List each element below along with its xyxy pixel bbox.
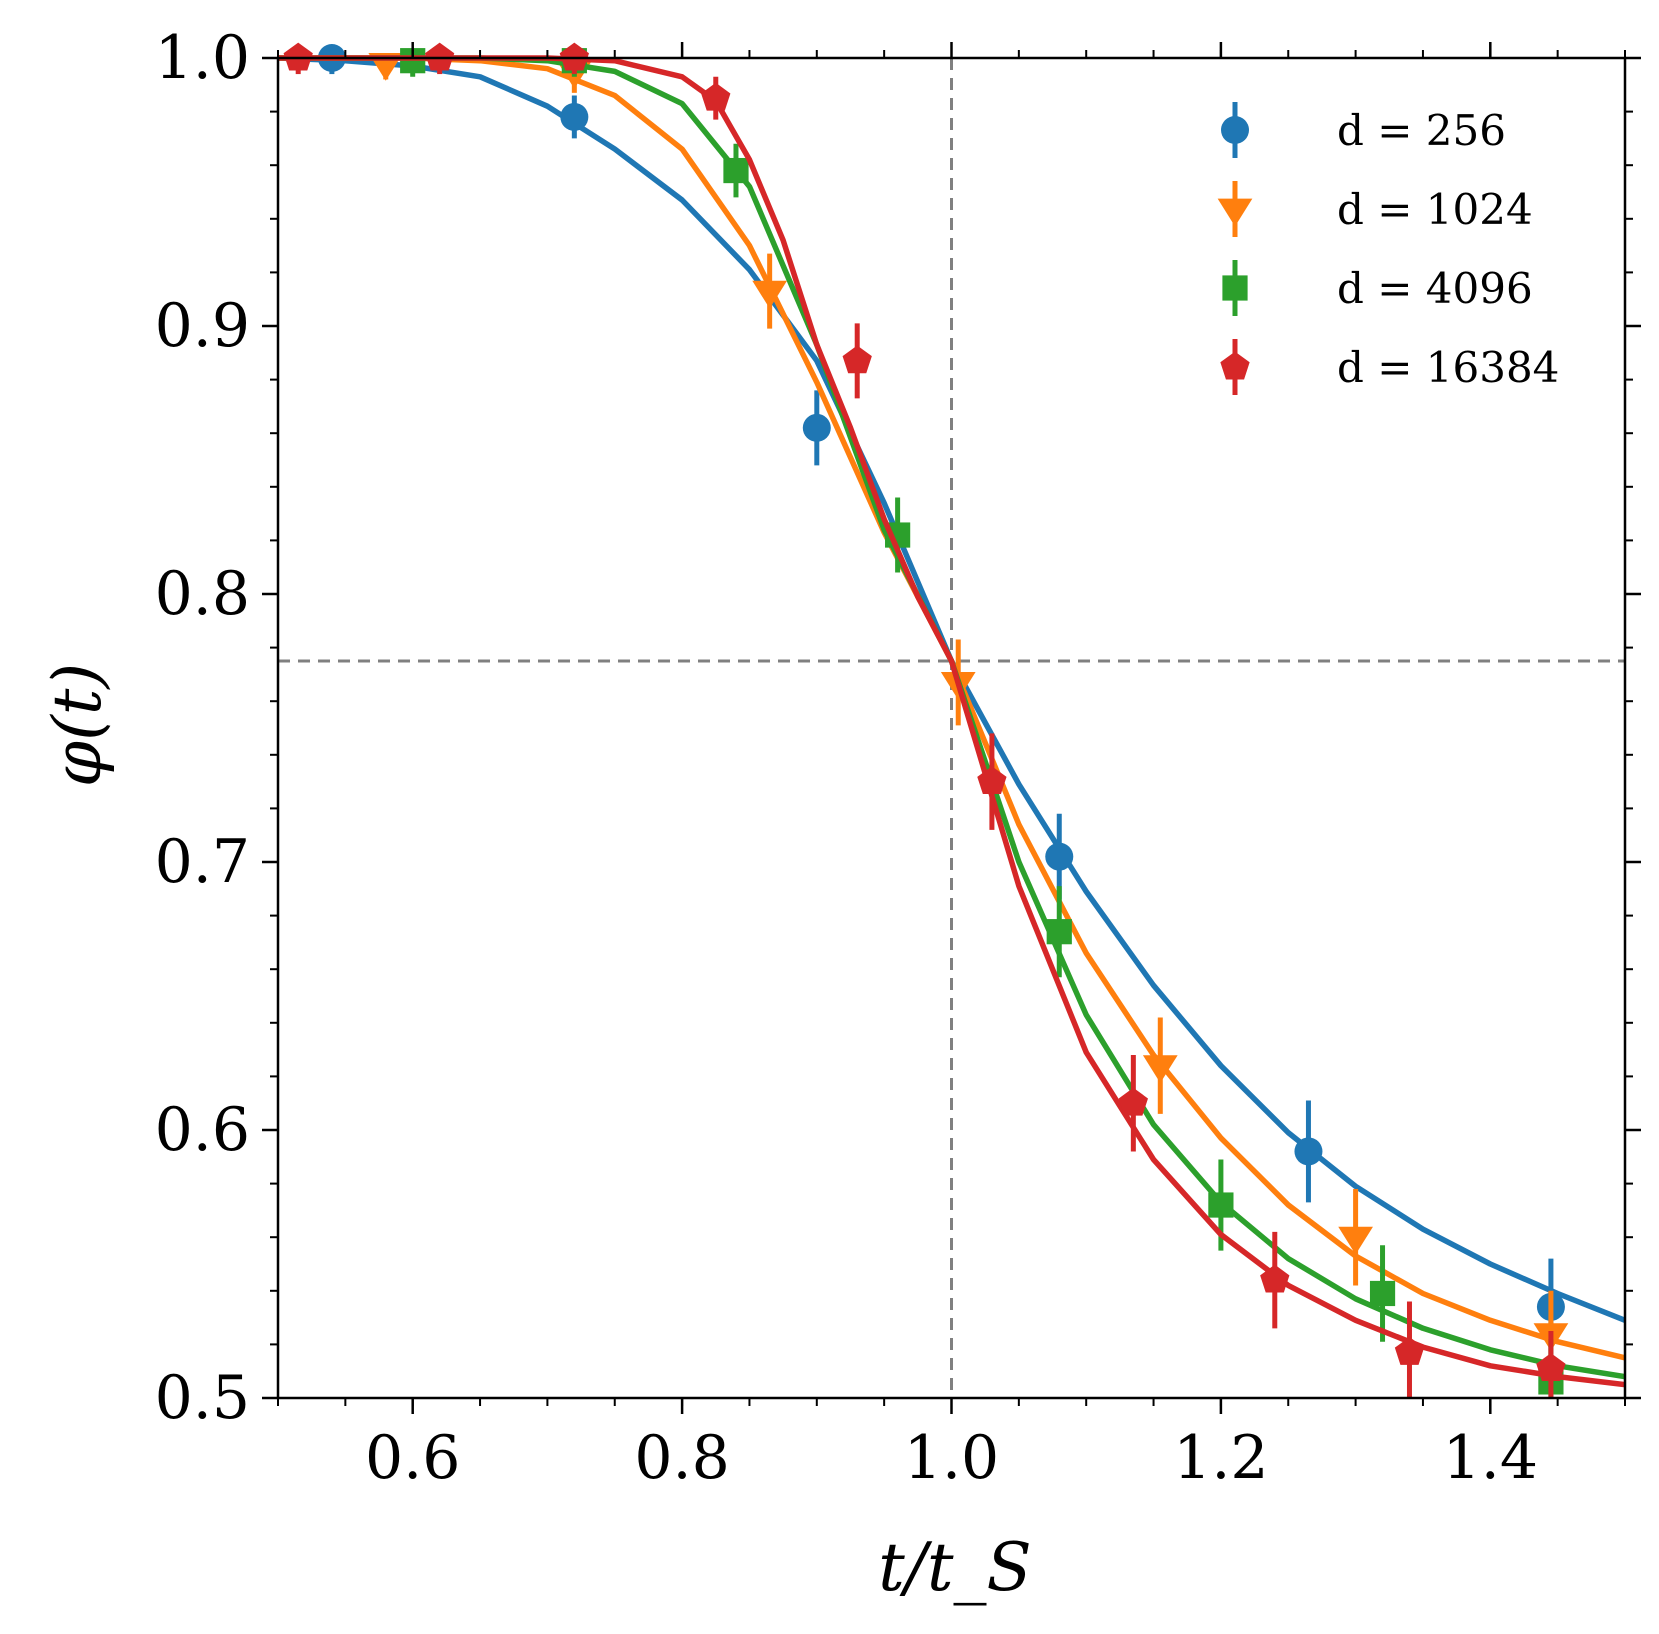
data-point-0-1: [560, 102, 589, 131]
x-tick-label-3: 1.2: [1173, 1423, 1268, 1493]
axes-layer: 0.6 0.8 1.0 1.2 1.4 0.5 0.6 0.7 0.8 0.9 1.0: [155, 23, 1641, 1493]
legend-marker-3: [1220, 351, 1250, 380]
y-tick-label-0: 0.5: [155, 1363, 250, 1433]
y-tick-label-1: 0.6: [155, 1095, 250, 1165]
data-point-3-3: [701, 82, 731, 111]
legend-marker-2: [1222, 275, 1248, 301]
data-point-3-7: [1260, 1264, 1290, 1293]
x-tick-label-0: 0.6: [365, 1423, 460, 1493]
data-point-3-5: [977, 766, 1007, 795]
data-point-1-2: [752, 280, 788, 309]
data-point-0-4: [1294, 1137, 1323, 1166]
legend-marker-1: [1217, 198, 1253, 227]
data-point-2-5: [1208, 1192, 1234, 1218]
data-point-0-3: [1045, 842, 1074, 871]
legend: d = 256 d = 1024 d = 4096 d = 16384: [1217, 102, 1559, 395]
legend-entry-2: d = 4096: [1222, 260, 1533, 316]
data-point-2-6: [1369, 1280, 1396, 1307]
data-point-3-1: [424, 42, 455, 71]
data-point-3-8: [1394, 1337, 1425, 1365]
legend-label-2: d = 4096: [1337, 264, 1533, 313]
x-tick-label-2: 1.0: [904, 1423, 999, 1493]
data-point-2-2: [723, 157, 749, 184]
data-point-3-9: [1536, 1353, 1566, 1381]
data-point-3-0: [283, 42, 313, 71]
data-point-1-5: [1338, 1226, 1373, 1255]
legend-label-0: d = 256: [1337, 106, 1506, 155]
data-point-3-6: [1118, 1087, 1148, 1116]
data-point-0-2: [802, 413, 831, 442]
legend-entry-0: d = 256: [1221, 102, 1506, 158]
x-axis-label: t/t_S: [878, 1529, 1032, 1606]
y-tick-label-2: 0.7: [155, 827, 250, 897]
legend-marker-0: [1221, 116, 1249, 144]
y-axis-label: φ(t): [39, 663, 116, 787]
y-tick-label-4: 0.9: [155, 291, 250, 361]
x-tick-label-1: 0.8: [634, 1423, 729, 1493]
y-tick-label-5: 1.0: [155, 23, 250, 93]
data-point-3-2: [559, 42, 589, 71]
legend-label-1: d = 1024: [1337, 185, 1533, 234]
x-tick-label-4: 1.4: [1443, 1423, 1538, 1493]
plot-area: [278, 58, 1625, 1398]
data-point-2-4: [1046, 919, 1072, 945]
legend-entry-1: d = 1024: [1217, 181, 1533, 237]
legend-label-3: d = 16384: [1337, 343, 1559, 392]
data-point-3-4: [842, 345, 872, 374]
y-tick-label-3: 0.8: [155, 559, 250, 629]
legend-entry-3: d = 16384: [1220, 339, 1559, 395]
data-point-1-4: [1142, 1055, 1178, 1084]
